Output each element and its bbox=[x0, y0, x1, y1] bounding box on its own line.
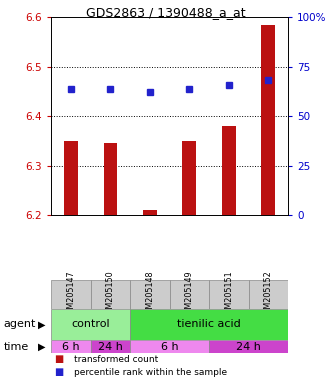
Text: 24 h: 24 h bbox=[236, 341, 261, 352]
Text: GDS2863 / 1390488_a_at: GDS2863 / 1390488_a_at bbox=[86, 6, 245, 19]
Bar bbox=[130, 280, 169, 309]
Bar bbox=[104, 143, 118, 215]
Bar bbox=[261, 25, 275, 215]
Bar bbox=[51, 280, 91, 309]
Bar bbox=[249, 280, 288, 309]
Text: tienilic acid: tienilic acid bbox=[177, 319, 241, 329]
Bar bbox=[209, 340, 288, 353]
Text: ▶: ▶ bbox=[38, 319, 45, 329]
Text: GSM205148: GSM205148 bbox=[145, 270, 155, 319]
Bar bbox=[222, 126, 236, 215]
Text: GSM205147: GSM205147 bbox=[67, 270, 75, 319]
Text: agent: agent bbox=[3, 319, 36, 329]
Bar bbox=[209, 280, 249, 309]
Bar bbox=[91, 340, 130, 353]
Text: GSM205150: GSM205150 bbox=[106, 270, 115, 319]
Text: control: control bbox=[71, 319, 110, 329]
Text: 6 h: 6 h bbox=[161, 341, 178, 352]
Text: GSM205151: GSM205151 bbox=[224, 270, 233, 319]
Bar bbox=[51, 340, 91, 353]
Bar bbox=[91, 280, 130, 309]
Text: percentile rank within the sample: percentile rank within the sample bbox=[74, 368, 228, 377]
Bar bbox=[64, 141, 78, 215]
Bar bbox=[130, 340, 209, 353]
Text: ▶: ▶ bbox=[38, 341, 45, 352]
Text: transformed count: transformed count bbox=[74, 354, 159, 364]
Text: 24 h: 24 h bbox=[98, 341, 123, 352]
Bar bbox=[182, 141, 196, 215]
Text: ■: ■ bbox=[55, 354, 64, 364]
Text: time: time bbox=[3, 341, 28, 352]
Text: 6 h: 6 h bbox=[62, 341, 80, 352]
Text: ■: ■ bbox=[55, 367, 64, 377]
Bar bbox=[169, 280, 209, 309]
Text: GSM205152: GSM205152 bbox=[264, 270, 273, 319]
Bar bbox=[143, 210, 157, 215]
Bar bbox=[130, 309, 288, 340]
Bar bbox=[51, 309, 130, 340]
Text: GSM205149: GSM205149 bbox=[185, 270, 194, 319]
